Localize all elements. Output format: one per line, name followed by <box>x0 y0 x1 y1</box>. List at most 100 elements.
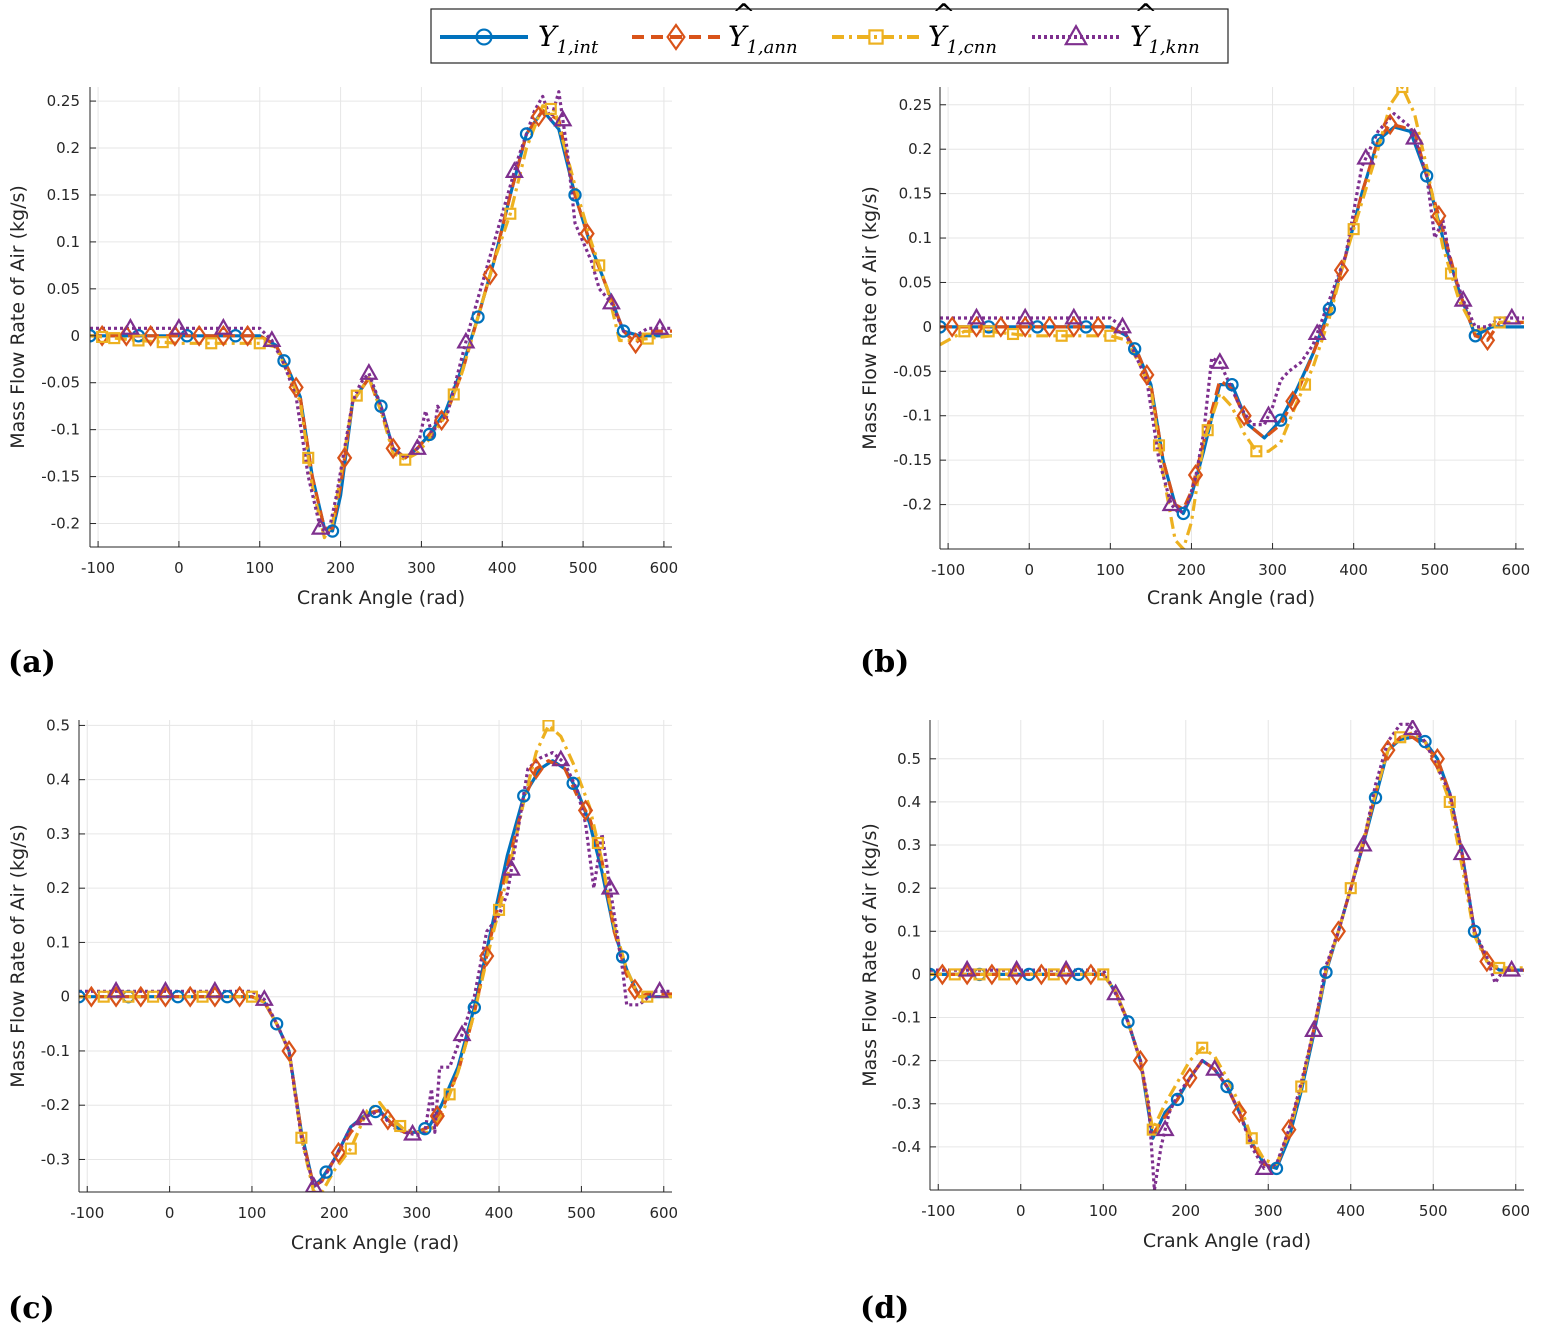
y-tick-label: -0.05 <box>893 362 932 380</box>
x-tick-label: -100 <box>70 1204 104 1222</box>
data-point-knn <box>504 161 524 178</box>
x-tick-label: 500 <box>569 559 598 577</box>
y-tick-label: 0.3 <box>897 836 921 854</box>
data-point-cnn <box>443 1088 456 1101</box>
data-point-int <box>319 1165 333 1179</box>
x-tick-label: 300 <box>407 559 436 577</box>
data-point-knn <box>551 749 571 767</box>
chart-panel-a: -100 0 100 200 300 400 500 600 -0.2 -0.15 -0.1 -0.0… <box>7 87 678 609</box>
data-point-ann <box>984 963 1000 986</box>
data-point-int <box>1220 1079 1234 1094</box>
x-tick-label: 200 <box>1171 1202 1200 1220</box>
y-tick-label: 0 <box>60 988 70 1006</box>
data-point-ann <box>182 985 198 1008</box>
legend-hat: ^ <box>932 0 955 31</box>
y-tick-label: -0.1 <box>41 1042 70 1060</box>
legend-label-main: Y <box>928 20 949 53</box>
data-point-ann <box>288 376 304 399</box>
data-point-int <box>422 427 437 442</box>
data-point-knn <box>1106 983 1126 1001</box>
legend-marker-int <box>475 28 493 46</box>
legend-box <box>430 8 1229 64</box>
data-point-int <box>277 354 291 368</box>
data-point-int <box>1468 329 1483 343</box>
data-point-ann <box>1083 963 1099 986</box>
data-point-int <box>467 1000 482 1015</box>
data-point-int <box>1225 377 1239 392</box>
data-point-knn <box>359 362 379 380</box>
data-point-int <box>471 310 485 324</box>
data-point-cnn <box>542 720 555 732</box>
data-point-knn <box>262 330 282 347</box>
y-tick-label: 0.2 <box>56 139 80 157</box>
y-tick-label: -0.2 <box>41 1096 70 1114</box>
data-point-knn <box>1307 323 1327 341</box>
data-point-knn <box>1502 959 1522 977</box>
data-point-int <box>519 127 534 141</box>
x-tick-label: 200 <box>1177 561 1206 579</box>
data-point-knn <box>205 980 225 998</box>
data-point-ann <box>142 324 159 347</box>
data-point-int <box>1170 1092 1185 1107</box>
data-point-cnn <box>1298 378 1312 391</box>
data-point-ann <box>239 324 256 347</box>
data-point-int <box>1371 133 1385 147</box>
x-tick-label: 100 <box>238 1204 267 1222</box>
y-axis-label: Mass Flow Rate of Air (kg/s) <box>859 823 881 1087</box>
data-point-knn <box>155 980 176 998</box>
data-point-knn <box>1404 127 1425 145</box>
x-tick-label: 500 <box>1420 561 1449 579</box>
data-point-int <box>615 950 630 964</box>
data-point-cnn <box>108 332 121 345</box>
data-point-knn <box>966 307 987 325</box>
plot-area <box>90 87 672 547</box>
data-point-knn <box>1403 720 1423 736</box>
y-tick-label: -0.2 <box>892 1052 921 1070</box>
data-point-cnn <box>958 325 971 338</box>
data-point-ann <box>207 985 223 1008</box>
y-tick-label: 0.2 <box>908 140 932 158</box>
x-tick-label: 500 <box>567 1204 596 1222</box>
legend-hat: ^ <box>732 0 755 31</box>
data-point-int <box>269 1017 284 1031</box>
y-tick-label: -0.1 <box>903 407 932 425</box>
data-point-knn <box>1452 843 1472 861</box>
data-point-cnn <box>591 836 604 850</box>
data-point-cnn <box>1152 439 1166 452</box>
data-point-knn <box>169 317 189 335</box>
x-tick-label: 200 <box>326 559 355 577</box>
data-point-int <box>1121 1015 1135 1029</box>
data-point-knn <box>452 1024 472 1042</box>
y-tick-label: 0 <box>911 965 921 983</box>
legend-label-knn: Y1,knn <box>1130 20 1200 58</box>
data-point-cnn <box>350 389 363 402</box>
data-point-knn <box>456 331 476 349</box>
data-point-knn <box>650 980 670 998</box>
legend-label-sub: 1,knn <box>1148 37 1199 58</box>
data-point-ann <box>479 945 495 967</box>
legend-marker-knn <box>1063 23 1089 46</box>
data-point-ann <box>429 1105 445 1127</box>
data-point-int <box>566 776 580 790</box>
series-group <box>940 87 1524 549</box>
x-tick-label: 200 <box>320 1204 349 1222</box>
data-point-ann <box>1380 739 1396 762</box>
y-tick-label: 0.15 <box>899 185 932 203</box>
data-point-ann <box>1041 315 1058 338</box>
legend-item-cnn: Y1,cnn^ <box>832 0 997 58</box>
data-point-ann <box>281 1040 297 1062</box>
data-point-ann <box>83 985 99 1008</box>
data-point-cnn <box>156 336 169 349</box>
data-point-knn <box>601 292 621 310</box>
y-tick-label: 0.05 <box>899 273 932 291</box>
x-tick-label: 300 <box>402 1204 431 1222</box>
data-point-ann <box>944 315 960 338</box>
data-point-ann <box>627 978 643 1001</box>
data-point-knn <box>650 317 670 335</box>
panel-label-a: (a) <box>8 645 56 680</box>
data-point-int <box>1419 169 1434 183</box>
data-point-int <box>418 1122 432 1136</box>
y-tick-label: 0.3 <box>46 825 70 843</box>
y-tick-label: 0 <box>922 318 932 336</box>
x-tick-label: 0 <box>174 559 184 577</box>
